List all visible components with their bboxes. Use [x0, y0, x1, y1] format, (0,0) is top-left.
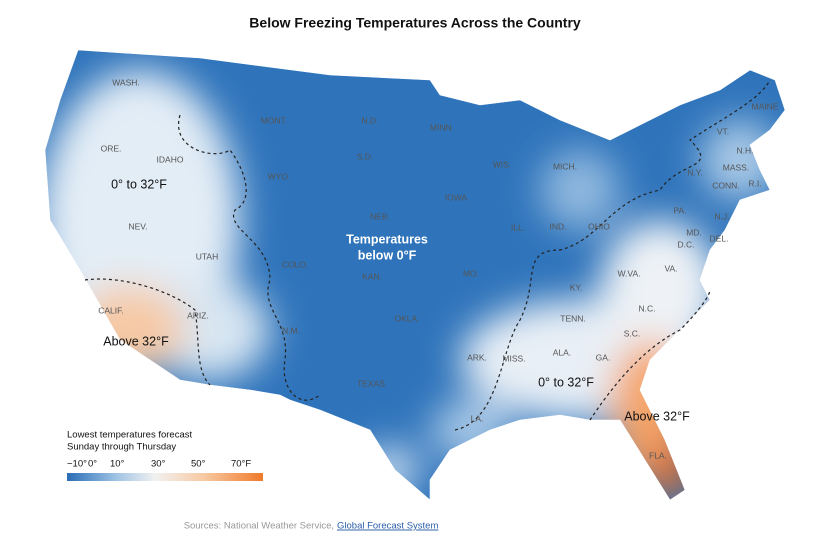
region-label: Temperatures [346, 232, 428, 246]
legend-tick: 50° [191, 459, 206, 470]
state-labels: WASH. ORE. IDAHO MONT. WYO. N.D. S.D. MINN. WIS.… [98, 77, 779, 460]
state-label: MO. [463, 268, 479, 278]
state-label: MISS. [502, 353, 525, 363]
legend-ticks: −10° 0° 10° 30° 50° 70°F [67, 459, 251, 470]
state-label: N.J. [714, 211, 729, 221]
state-label: ORE. [101, 143, 122, 153]
region-label: Above 32°F [103, 334, 169, 348]
state-label: WASH. [112, 77, 140, 87]
state-label: NEV. [128, 221, 147, 231]
state-label: CONN. [712, 180, 739, 190]
state-label: FLA. [649, 450, 667, 460]
state-label: D.C. [678, 239, 695, 249]
state-label: VT. [717, 126, 729, 136]
region-label: Above 32°F [624, 409, 690, 423]
region-label: 0° to 32°F [111, 177, 167, 191]
state-label: UTAH [196, 251, 219, 261]
state-label: N.C. [639, 303, 656, 313]
state-label: W.VA. [618, 268, 641, 278]
state-label: WYO. [268, 171, 291, 181]
legend-tick: −10° [67, 459, 87, 470]
state-label: COLO. [282, 259, 308, 269]
state-label: CALIF. [98, 305, 124, 315]
state-label: N.Y. [687, 167, 702, 177]
state-label: KAN. [362, 271, 382, 281]
state-label: VA. [664, 263, 677, 273]
legend-tick: 30° [151, 459, 166, 470]
legend-title: Sunday through Thursday [67, 442, 176, 453]
state-label: WIS. [493, 159, 511, 169]
legend-tick: 0° [88, 459, 97, 470]
state-label: N.H. [737, 145, 754, 155]
source-link[interactable]: Global Forecast System [337, 521, 438, 532]
state-label: ARIZ. [187, 310, 209, 320]
state-label: N.D. [362, 115, 379, 125]
state-label: IDAHO [157, 154, 184, 164]
state-label: PA. [673, 205, 686, 215]
state-label: IND. [550, 221, 567, 231]
state-label: GA. [596, 352, 611, 362]
region-labels: 0° to 32°F Temperatures below 0°F Above 32°… [103, 177, 690, 423]
state-label: MAINE [752, 101, 779, 111]
state-label: TEXAS [357, 378, 385, 388]
state-label: MINN. [430, 122, 454, 132]
state-label: N.M. [282, 325, 300, 335]
legend-bar [67, 473, 263, 481]
state-label: S.D. [357, 151, 374, 161]
state-label: NEB. [370, 211, 390, 221]
state-label: MASS. [723, 162, 749, 172]
legend-tick: 10° [110, 459, 125, 470]
state-label: OKLA. [394, 313, 419, 323]
state-label: MICH. [553, 161, 577, 171]
state-label: MONT. [261, 115, 287, 125]
boundary-lines [84, 79, 771, 431]
legend-tick: 70°F [231, 459, 251, 470]
title: Below Freezing Temperatures Across the C… [249, 15, 581, 31]
state-label: KY. [570, 282, 583, 292]
region-label: 0° to 32°F [538, 375, 594, 389]
state-label: DEL. [710, 233, 729, 243]
state-label: TENN. [560, 313, 586, 323]
state-label: R.I. [748, 178, 761, 188]
state-label: ARK. [467, 352, 487, 362]
sources: Sources: National Weather Service, [184, 521, 334, 532]
state-label: S.C. [624, 328, 641, 338]
state-label: IOWA [445, 192, 468, 202]
state-label: MD. [686, 227, 702, 237]
state-label: ILL. [511, 222, 525, 232]
legend-title: Lowest temperatures forecast [67, 430, 193, 441]
state-label: OHIO [588, 221, 610, 231]
region-label: below 0°F [358, 248, 417, 262]
state-label: LA. [471, 413, 484, 423]
state-label: ALA. [553, 347, 571, 357]
